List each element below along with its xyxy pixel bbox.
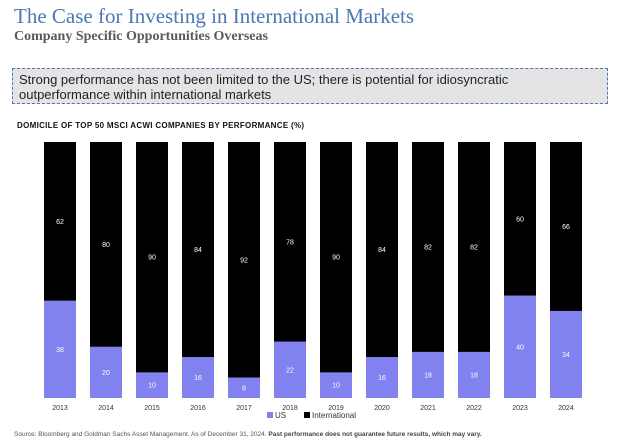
bar-us-2018 [274, 341, 306, 398]
x-tick-label-2020: 2020 [374, 405, 390, 412]
data-label-us-2015: 10 [148, 383, 156, 390]
data-label-international-2017: 92 [240, 257, 248, 264]
bar-us-2017 [228, 377, 260, 398]
x-tick-label-2016: 2016 [190, 405, 206, 412]
bar-us-2019 [320, 372, 352, 398]
bar-international-2016 [182, 142, 214, 358]
bar-us-2021 [412, 351, 444, 398]
footnote: Source: Bloomberg and Goldman Sachs Asse… [14, 431, 482, 438]
footnote-source: Source: Bloomberg and Goldman Sachs Asse… [14, 431, 267, 438]
data-label-us-2023: 40 [516, 344, 524, 351]
bar-international-2014 [90, 142, 122, 347]
bar-international-2017 [228, 142, 260, 378]
x-tick-label-2023: 2023 [512, 405, 528, 412]
chart-title: DOMICILE OF TOP 50 MSCI ACWI COMPANIES B… [17, 121, 305, 130]
bar-international-2021 [412, 142, 444, 352]
data-label-us-2024: 34 [562, 352, 570, 359]
x-tick-label-2021: 2021 [420, 405, 436, 412]
bar-international-2024 [550, 142, 582, 311]
data-label-international-2024: 66 [562, 224, 570, 231]
data-label-us-2013: 38 [56, 347, 64, 354]
data-label-us-2021: 18 [424, 372, 432, 379]
page-title: The Case for Investing in International … [14, 4, 415, 28]
data-label-us-2014: 20 [102, 370, 110, 377]
data-label-us-2016: 16 [194, 375, 202, 382]
bar-international-2019 [320, 142, 352, 373]
footnote-disclaimer: Past performance does not guarantee futu… [268, 431, 482, 438]
data-label-international-2023: 60 [516, 216, 524, 223]
bar-international-2022 [458, 142, 490, 352]
legend-swatch-us [267, 412, 273, 418]
data-label-international-2019: 90 [332, 255, 340, 262]
x-tick-label-2014: 2014 [98, 405, 114, 412]
data-label-international-2016: 84 [194, 247, 202, 254]
data-label-us-2017: 8 [242, 385, 246, 392]
data-label-us-2020: 16 [378, 375, 386, 382]
bar-us-2016 [182, 357, 214, 398]
bar-international-2023 [504, 142, 536, 296]
bar-us-2023 [504, 295, 536, 398]
data-label-us-2022: 18 [470, 372, 478, 379]
legend-label-us: US [275, 411, 286, 420]
x-tick-label-2015: 2015 [144, 405, 160, 412]
bar-international-2013 [44, 142, 76, 301]
x-tick-label-2024: 2024 [558, 405, 574, 412]
bar-us-2014 [90, 346, 122, 398]
bar-us-2020 [366, 357, 398, 398]
data-label-international-2022: 82 [470, 244, 478, 251]
x-tick-label-2018: 2018 [282, 405, 298, 412]
x-tick-label-2019: 2019 [328, 405, 344, 412]
bar-us-2022 [458, 351, 490, 398]
data-label-international-2015: 90 [148, 255, 156, 262]
bar-international-2015 [136, 142, 168, 373]
data-label-us-2019: 10 [332, 383, 340, 390]
key-takeaway-callout: Strong performance has not been limited … [12, 68, 608, 104]
x-tick-label-2013: 2013 [52, 405, 68, 412]
page-subtitle: Company Specific Opportunities Overseas [14, 29, 268, 44]
legend-swatch-international [304, 412, 310, 418]
x-tick-label-2017: 2017 [236, 405, 252, 412]
bar-international-2020 [366, 142, 398, 358]
legend-label-international: International [312, 411, 356, 420]
bar-us-2013 [44, 300, 76, 398]
bar-international-2018 [274, 142, 306, 342]
x-tick-label-2022: 2022 [466, 405, 482, 412]
bar-us-2015 [136, 372, 168, 398]
data-label-us-2018: 22 [286, 367, 294, 374]
data-label-international-2020: 84 [378, 247, 386, 254]
data-label-international-2013: 62 [56, 219, 64, 226]
data-label-international-2014: 80 [102, 242, 110, 249]
data-label-international-2018: 78 [286, 239, 294, 246]
bar-us-2024 [550, 310, 582, 398]
data-label-international-2021: 82 [424, 244, 432, 251]
